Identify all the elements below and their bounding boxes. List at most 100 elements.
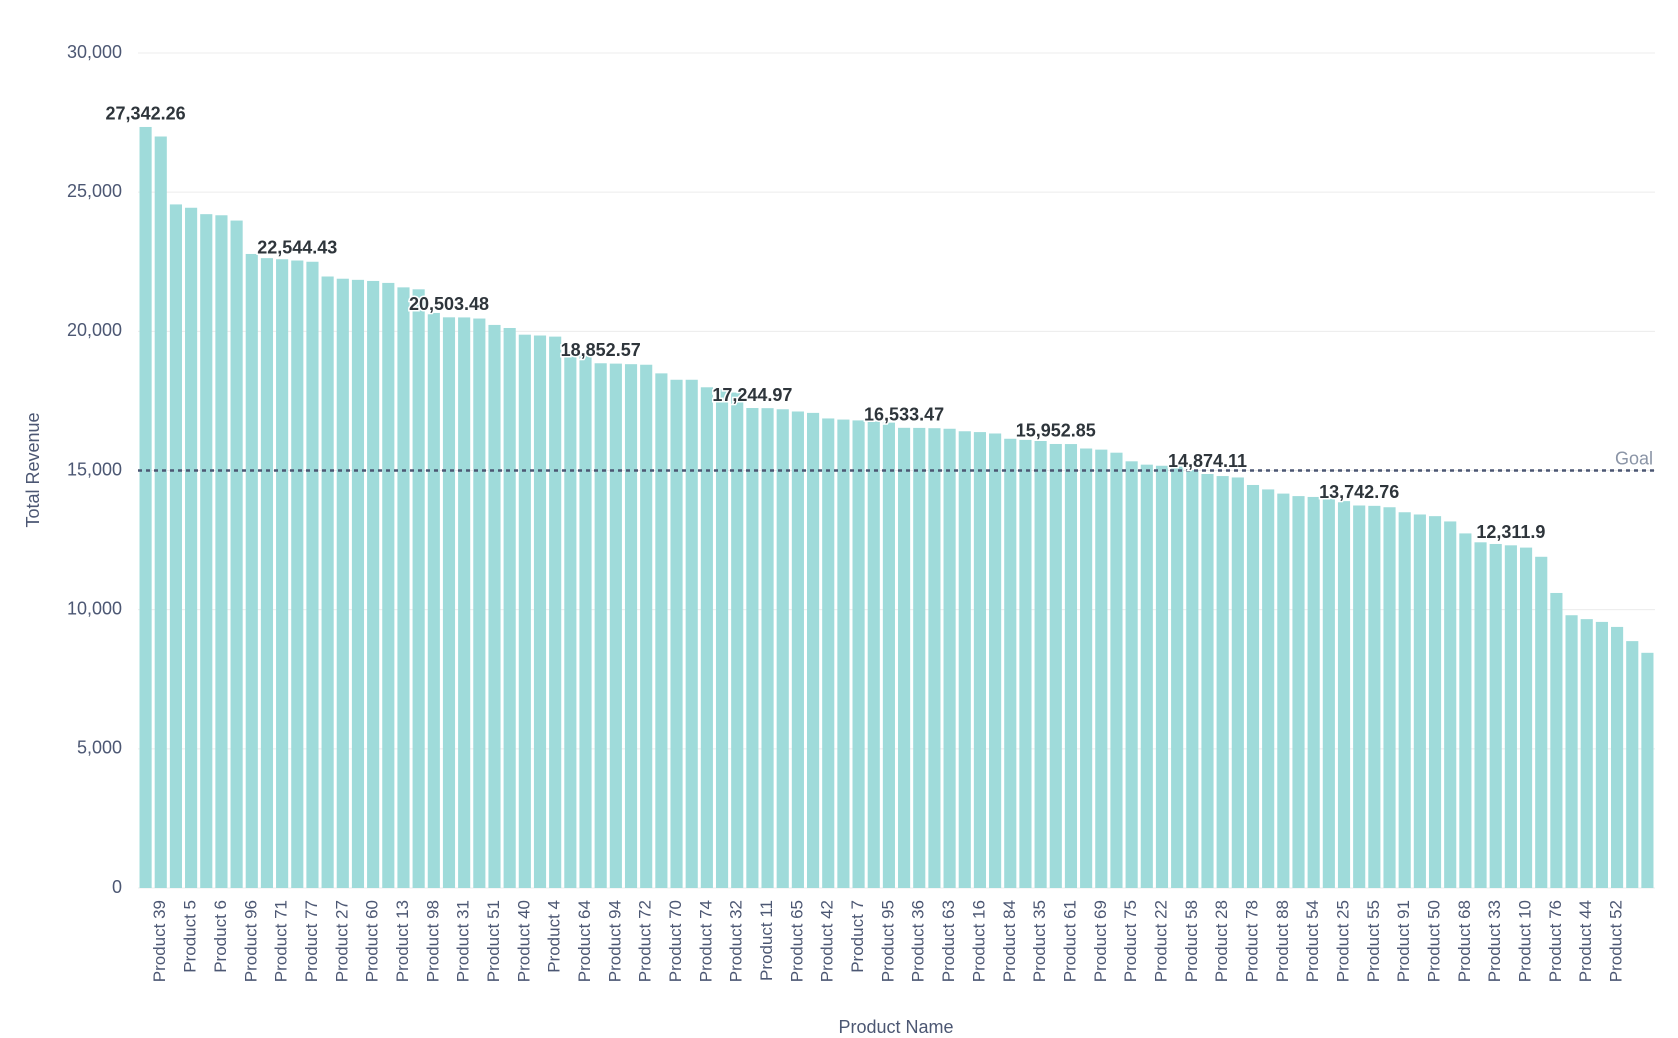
bar: [1019, 439, 1032, 888]
bar: [200, 214, 213, 888]
bar: [1428, 516, 1442, 888]
bar: [1550, 592, 1563, 888]
x-tick-label: Product 95: [878, 900, 897, 982]
x-tick-label: Product 16: [969, 900, 988, 982]
bar: [1049, 443, 1062, 888]
y-axis-title: Total Revenue: [23, 412, 43, 527]
data-label: 27,342.26: [106, 104, 186, 124]
x-tick-label: Product 33: [1485, 900, 1504, 982]
bar: [518, 334, 531, 888]
bar: [791, 411, 804, 888]
bar: [306, 261, 319, 888]
bar: [806, 412, 820, 888]
x-tick-label: Product 7: [848, 900, 867, 973]
x-tick-label: Product 64: [575, 900, 594, 982]
x-tick-label: Product 35: [1030, 900, 1049, 982]
bar: [1186, 469, 1199, 888]
x-tick-label: Product 31: [454, 900, 473, 982]
x-tick-label: Product 44: [1576, 900, 1595, 982]
data-label: 12,311.9: [1476, 522, 1545, 542]
bar: [913, 427, 926, 888]
bar: [412, 289, 425, 888]
x-tick-label: Product 51: [484, 900, 503, 982]
bar: [382, 282, 395, 888]
x-tick-label: Product 84: [1000, 900, 1019, 982]
x-tick-label: Product 10: [1516, 900, 1535, 982]
bar: [746, 408, 759, 888]
bar: [458, 317, 471, 889]
bar: [1307, 496, 1320, 888]
x-tick-label: Product 28: [1212, 900, 1231, 982]
bar: [1353, 505, 1366, 888]
bar: [928, 428, 941, 888]
y-tick-label: 25,000: [67, 181, 122, 201]
x-tick-label: Product 98: [423, 900, 442, 982]
bar: [1155, 465, 1169, 888]
bar: [867, 421, 880, 888]
bar: [1368, 505, 1381, 888]
bar: [715, 389, 729, 888]
x-tick-label: Product 88: [1273, 900, 1292, 982]
x-tick-label: Product 96: [241, 900, 260, 982]
bar: [640, 364, 653, 888]
x-tick-label: Product 22: [1151, 900, 1170, 982]
bar: [731, 392, 744, 888]
bar: [488, 324, 501, 889]
bar: [276, 259, 289, 888]
bar: [1383, 507, 1396, 888]
bar: [291, 260, 304, 888]
bar: [1080, 448, 1093, 888]
bar: [260, 258, 274, 888]
x-tick-label: Product 27: [332, 900, 351, 982]
y-tick-label: 15,000: [67, 459, 122, 479]
bar: [1262, 489, 1275, 888]
bar: [882, 422, 895, 888]
bar: [351, 279, 365, 888]
bar: [473, 318, 486, 888]
bar: [1277, 493, 1290, 888]
x-tick-label: Product 65: [787, 900, 806, 982]
bar: [761, 408, 774, 888]
bar: [245, 253, 258, 888]
bar: [943, 428, 956, 888]
bar: [898, 427, 911, 888]
x-tick-label: Product 40: [514, 900, 533, 982]
bar: [1626, 641, 1639, 888]
x-tick-label: Product 50: [1425, 900, 1444, 982]
bar: [624, 364, 638, 889]
bar: [549, 336, 562, 888]
x-tick-label: Product 42: [818, 900, 837, 982]
bar: [1125, 461, 1138, 888]
bar: [670, 379, 683, 888]
bar: [594, 363, 607, 888]
bar: [609, 363, 622, 888]
bar: [973, 432, 987, 888]
bar: [822, 418, 835, 888]
bar: [700, 387, 713, 888]
bar: [442, 317, 456, 888]
bar: [154, 136, 167, 888]
y-tick-label: 0: [112, 877, 122, 897]
bar: [427, 312, 440, 888]
bar: [958, 431, 971, 888]
bar: [1413, 514, 1426, 888]
bar: [1459, 533, 1472, 888]
bar: [397, 287, 410, 888]
bar: [852, 420, 865, 888]
x-tick-label: Product 70: [666, 900, 685, 982]
x-tick-label: Product 54: [1303, 900, 1322, 982]
bar: [1246, 484, 1260, 888]
x-tick-label: Product 58: [1182, 900, 1201, 982]
bar: [336, 278, 349, 888]
bar: [230, 220, 243, 889]
bar: [169, 204, 182, 888]
bar: [1110, 452, 1123, 888]
x-tick-label: Product 13: [393, 900, 412, 982]
goal-label: Goal: [1615, 448, 1653, 468]
bar: [685, 379, 698, 888]
x-tick-label: Product 94: [605, 900, 624, 982]
bar: [1004, 438, 1017, 888]
bar: [1064, 444, 1078, 888]
x-tick-label: Product 69: [1091, 900, 1110, 982]
bar: [1034, 440, 1047, 888]
